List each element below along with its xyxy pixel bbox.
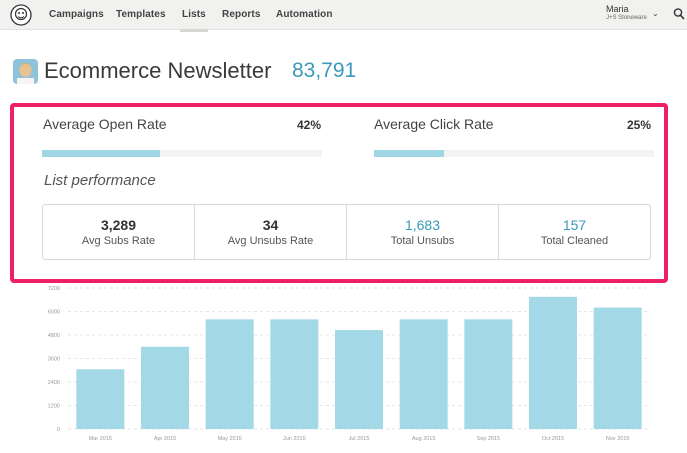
- x-tick-label: Aug 2015: [412, 436, 436, 442]
- bar-apr-2015[interactable]: [141, 346, 189, 429]
- x-tick-label: Nov 2015: [606, 436, 630, 442]
- bar-jul-2015[interactable]: [335, 330, 383, 429]
- nav-templates[interactable]: Templates: [116, 9, 166, 20]
- x-tick-label: Jun 2015: [283, 436, 306, 442]
- bar-jun-2015[interactable]: [270, 319, 319, 429]
- bar-nov-2015[interactable]: [593, 307, 642, 429]
- performance-stats: 3,289 Avg Subs Rate 34 Avg Unsubs Rate 1…: [42, 204, 651, 260]
- subscriber-count[interactable]: 83,791: [292, 59, 357, 82]
- y-tick-label: 6000: [48, 310, 60, 316]
- bar-oct-2015[interactable]: [529, 296, 577, 429]
- click-rate-label: Average Click Rate: [374, 116, 494, 132]
- stat-total-unsubs[interactable]: 1,683 Total Unsubs: [347, 205, 499, 259]
- nav-campaigns[interactable]: Campaigns: [49, 9, 104, 20]
- stat-value-link[interactable]: 157: [562, 217, 587, 233]
- stat-label: Total Unsubs: [390, 235, 455, 247]
- y-tick-label: 0: [57, 427, 60, 433]
- y-tick-label: 1200: [48, 404, 60, 410]
- growth-bar-chart: 0 1200 2400 3600 4800 6000 7200 Mar 2015 Apr 201…: [48, 286, 650, 442]
- stat-label: Total Cleaned: [540, 235, 609, 247]
- stat-label: Avg Subs Rate: [81, 235, 156, 247]
- x-tick-label: Apr 2015: [154, 436, 176, 442]
- stat-label: Avg Unsubs Rate: [227, 235, 314, 247]
- chevron-down-icon[interactable]: ⌄: [652, 9, 659, 18]
- highlight-box: [10, 103, 668, 283]
- bar-may-2015[interactable]: [205, 319, 254, 429]
- x-tick-label: Oct 2015: [542, 436, 564, 442]
- open-rate-value: 42%: [297, 118, 322, 132]
- x-tick-label: Jul 2015: [349, 436, 370, 442]
- page-title: Ecommerce Newsletter: [44, 58, 272, 83]
- nav-reports[interactable]: Reports: [222, 9, 261, 20]
- top-nav: Campaigns Templates Lists Reports Automa…: [0, 0, 687, 32]
- stat-value: 3,289: [100, 217, 137, 233]
- bar-mar-2015[interactable]: [76, 369, 125, 429]
- nav-lists[interactable]: Lists: [180, 9, 208, 32]
- stat-avg-subs-rate: 3,289 Avg Subs Rate: [43, 205, 195, 259]
- user-org[interactable]: J+S Stoneware: [606, 15, 647, 21]
- bar-aug-2015[interactable]: [399, 319, 448, 429]
- open-rate-label: Average Open Rate: [43, 116, 167, 132]
- search-icon[interactable]: [673, 7, 685, 21]
- open-rate-bar: [42, 150, 322, 157]
- y-tick-label: 7200: [48, 286, 60, 292]
- nav-automation[interactable]: Automation: [276, 9, 333, 20]
- y-tick-label: 3600: [48, 357, 60, 363]
- stat-avg-unsubs-rate: 34 Avg Unsubs Rate: [195, 205, 347, 259]
- stat-value: 34: [262, 217, 279, 233]
- stat-value-link[interactable]: 1,683: [404, 217, 441, 233]
- x-tick-label: Mar 2015: [89, 436, 112, 442]
- y-tick-label: 4800: [48, 333, 60, 339]
- y-tick-label: 2400: [48, 380, 60, 386]
- bar-sep-2015[interactable]: [464, 319, 513, 429]
- user-name[interactable]: Maria: [606, 4, 629, 14]
- x-tick-label: Sep 2015: [477, 436, 501, 442]
- list-avatar: [13, 59, 38, 84]
- open-rate-bar-fill: [42, 150, 160, 157]
- stat-total-cleaned[interactable]: 157 Total Cleaned: [499, 205, 650, 259]
- mailchimp-logo-icon[interactable]: [10, 4, 32, 26]
- x-tick-label: May 2015: [218, 436, 242, 442]
- click-rate-bar: [374, 150, 654, 157]
- list-performance-title: List performance: [44, 172, 156, 189]
- click-rate-value: 25%: [627, 118, 652, 132]
- click-rate-bar-fill: [374, 150, 444, 157]
